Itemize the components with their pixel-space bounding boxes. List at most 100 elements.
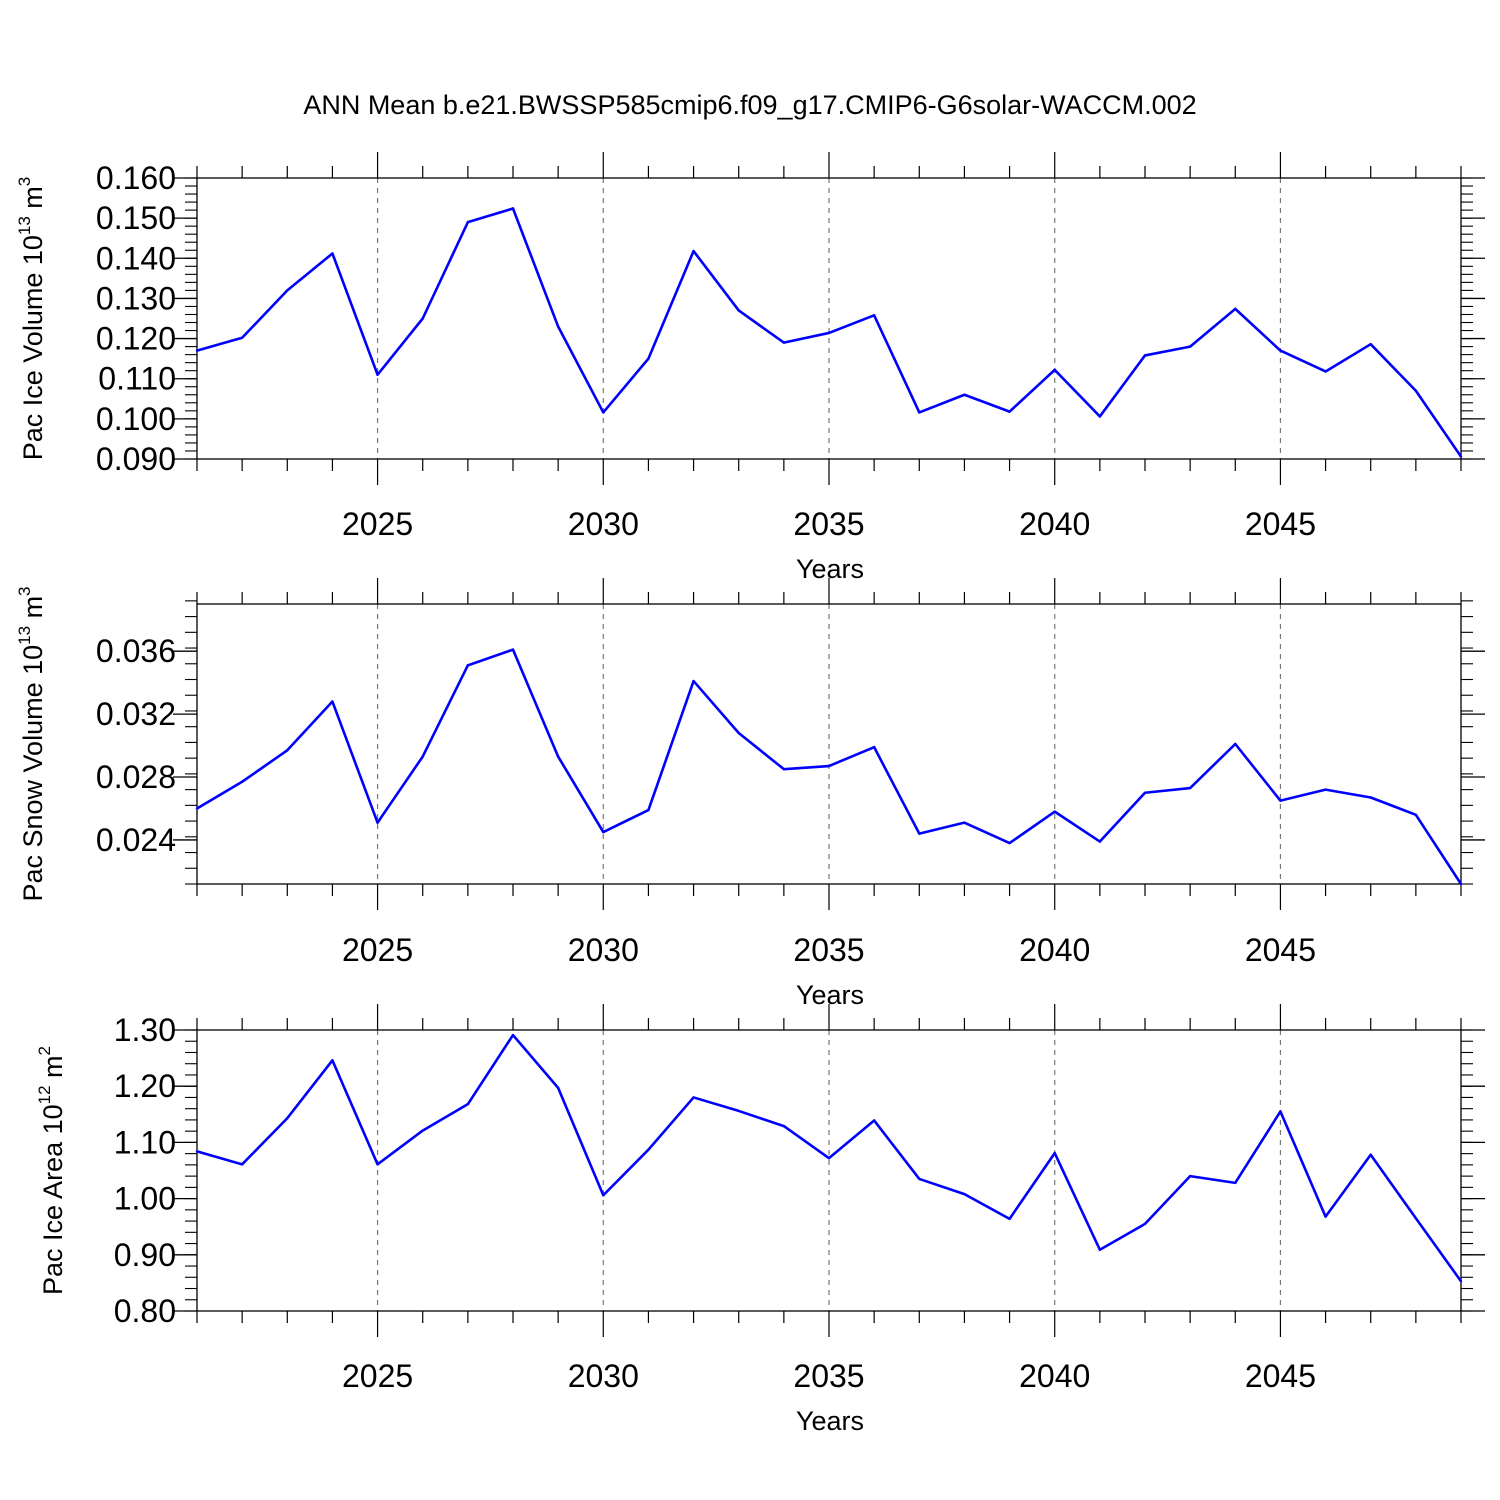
chart-panel-3: 0.80 0.90 1.00 1.10 1.20 1.30 2025 2030 2035 2040… (35, 1004, 1485, 1436)
y-tick-label: 0.032 (96, 696, 176, 732)
x-tick-label: 2040 (1019, 1358, 1090, 1394)
y-tick-label: 0.090 (96, 441, 176, 477)
y-axis-label: Pac Ice Area 1012 m2 (35, 1046, 68, 1295)
data-point (240, 1163, 244, 1166)
data-point (331, 252, 334, 255)
data-point (421, 317, 424, 320)
y-tick-label: 1.10 (114, 1124, 176, 1160)
data-point (195, 807, 199, 810)
y-tick-label: 0.100 (96, 401, 176, 437)
data-point (647, 1148, 650, 1151)
data-point (1324, 1215, 1327, 1218)
x-tick-label: 2025 (342, 932, 413, 968)
data-point (240, 336, 244, 339)
data-point (1098, 1248, 1102, 1251)
data-point (376, 821, 379, 824)
data-point (511, 1033, 515, 1037)
x-tick-label: 2030 (568, 506, 639, 542)
data-point (1279, 1110, 1282, 1113)
data-point (602, 1194, 605, 1197)
chart-panel-2: 0.024 0.028 0.032 0.036 2025 2030 2035 2040 2045… (15, 578, 1485, 1010)
x-tick-label: 2035 (793, 932, 864, 968)
data-point (466, 1102, 470, 1106)
y-axis-label: Pac Snow Volume 1013 m3 (15, 586, 48, 901)
x-tick-label: 2040 (1019, 506, 1090, 542)
data-point (556, 325, 560, 328)
data-point (1459, 882, 1463, 886)
data-point (918, 832, 921, 835)
y-tick-label: 0.150 (96, 200, 176, 236)
x-axis-label: Years (796, 980, 864, 1010)
y-tick-label: 0.120 (96, 321, 176, 357)
data-point (1008, 841, 1011, 845)
data-point (692, 249, 695, 253)
panels: 0.090 0.100 0.110 0.120 0.130 0.140 0.150 0.160… (15, 152, 1485, 1436)
data-point (1053, 1151, 1056, 1155)
data-point (286, 749, 289, 752)
chart-title: ANN Mean b.e21.BWSSP585cmip6.f09_g17.CMI… (303, 90, 1196, 120)
data-point (1188, 345, 1192, 348)
data-point (195, 1150, 199, 1153)
data-point (737, 1109, 740, 1113)
y-tick-label: 0.90 (114, 1237, 176, 1273)
data-point (1188, 1174, 1192, 1178)
data-point (556, 755, 560, 758)
data-point (1143, 1222, 1147, 1226)
data-point (1369, 796, 1372, 799)
data-point (1008, 410, 1011, 413)
data-point (1369, 342, 1372, 346)
x-tick-label: 2035 (793, 1358, 864, 1394)
y-tick-label: 0.130 (96, 280, 176, 316)
data-point (872, 745, 876, 749)
x-tick-label: 2025 (342, 506, 413, 542)
data-point (331, 700, 334, 703)
data-point (918, 1177, 921, 1181)
data-point (737, 731, 740, 735)
data-point (1188, 786, 1192, 790)
data-point (782, 1124, 786, 1128)
y-tick-label: 0.028 (96, 759, 176, 795)
data-point (331, 1059, 334, 1062)
y-axis-label: Pac Ice Volume 1013 m3 (15, 177, 48, 461)
data-point (1459, 455, 1463, 458)
data-point (1234, 1181, 1237, 1185)
y-tick-label: 1.30 (114, 1012, 176, 1048)
data-point (1053, 810, 1056, 813)
data-point (782, 341, 786, 344)
data-point (286, 1117, 289, 1120)
data-point (737, 309, 740, 312)
data-point (511, 207, 515, 210)
y-tick-label: 0.80 (114, 1293, 176, 1329)
data-point (827, 764, 831, 768)
data-point (963, 821, 966, 824)
data-point (692, 679, 695, 683)
data-point (963, 1192, 966, 1196)
x-tick-label: 2045 (1245, 506, 1316, 542)
y-tick-label: 0.160 (96, 160, 176, 196)
data-point (872, 314, 876, 317)
data-point (1143, 791, 1147, 794)
data-point (1098, 840, 1102, 843)
x-axis-label: Years (796, 1406, 864, 1436)
y-tick-label: 0.024 (96, 822, 176, 858)
data-point (1369, 1153, 1372, 1156)
data-point (647, 808, 650, 812)
data-point (1459, 1280, 1463, 1283)
data-point (466, 664, 470, 667)
data-point (1414, 389, 1418, 392)
data-point (421, 1129, 424, 1132)
data-point (1279, 349, 1282, 352)
data-point (1008, 1217, 1011, 1221)
data-point (511, 648, 515, 651)
data-point (602, 830, 605, 834)
data-point (286, 289, 289, 292)
x-tick-label: 2030 (568, 1358, 639, 1394)
data-point (827, 331, 831, 335)
data-point (918, 411, 921, 414)
data-point (647, 357, 650, 360)
data-point (1414, 1217, 1418, 1220)
data-point (692, 1096, 695, 1099)
y-tick-label: 0.110 (98, 361, 176, 397)
